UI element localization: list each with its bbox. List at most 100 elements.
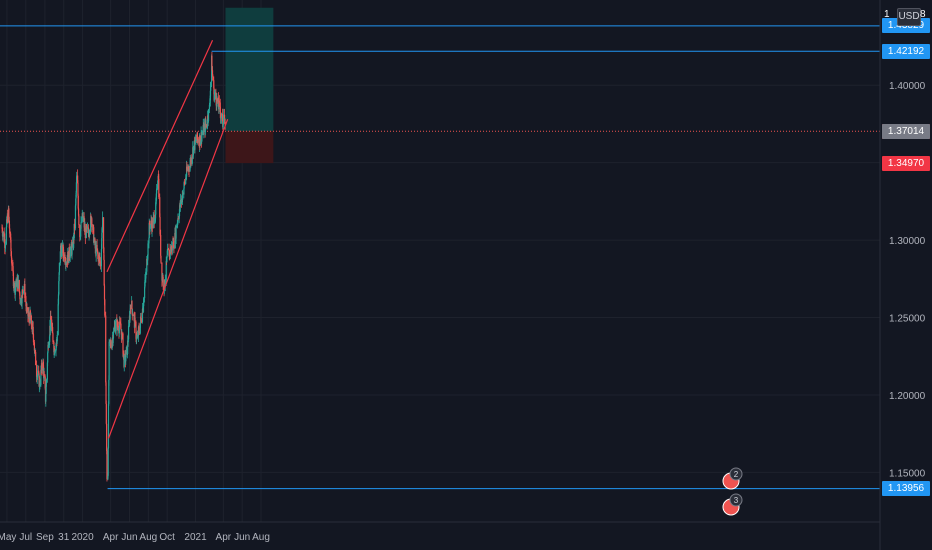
candle-body-up <box>155 202 157 215</box>
candle-body-down <box>51 319 53 331</box>
candle-body-down <box>151 220 153 229</box>
candle-body-up <box>54 351 56 354</box>
candle-body-down <box>205 124 207 128</box>
candle-body-down <box>97 254 99 262</box>
candle-body-up <box>179 200 182 207</box>
candle-body-down <box>103 259 105 286</box>
candle-body-up <box>4 244 6 249</box>
candle-body-down <box>67 251 69 264</box>
candle-body-down <box>216 98 218 102</box>
candle-body-up <box>220 113 223 118</box>
candle-body-down <box>8 216 10 221</box>
candle-body-down <box>52 327 54 334</box>
candle-body-down <box>188 169 190 172</box>
candle-body-down <box>169 250 171 255</box>
candle-body-up <box>17 280 19 289</box>
time-tick-label: Jul <box>19 532 32 543</box>
candle-body-up <box>93 238 95 243</box>
candle-body-up <box>71 245 73 255</box>
candle-body-up <box>207 109 210 121</box>
candle-body-down <box>4 239 6 248</box>
candle-body-down <box>218 100 220 103</box>
candle-body-up <box>181 193 184 201</box>
channel-upper-line <box>106 40 214 273</box>
candle-body-up <box>51 328 53 331</box>
price-axis[interactable]: 1.400001.350001.300001.250001.200001.150… <box>879 0 926 550</box>
candle-body-down <box>18 280 20 292</box>
candle-body-up <box>148 222 150 239</box>
candle-body-up <box>107 404 110 449</box>
candle-body-up <box>74 205 77 229</box>
candle-body-up <box>156 188 158 194</box>
long-position-tool[interactable] <box>225 7 274 164</box>
candle-body-up <box>45 393 47 402</box>
candle-body-up <box>165 261 167 281</box>
candle-body-up <box>203 123 205 127</box>
candle-body-up <box>46 362 48 380</box>
candle-body-down <box>106 450 108 480</box>
candle-body-down <box>186 166 188 171</box>
currency-selector[interactable]: USD <box>897 8 921 26</box>
candle-body-up <box>127 340 129 355</box>
candle-body-up <box>57 304 59 335</box>
horizontal-levels[interactable] <box>0 25 880 490</box>
time-tick-label: Jun <box>234 532 250 543</box>
candle-body-down <box>12 266 14 273</box>
candle-body-down <box>212 75 214 81</box>
candle-body-up <box>76 175 78 183</box>
candle-body-down <box>79 224 81 238</box>
channel-lower-line <box>107 119 229 439</box>
candle-body-up <box>175 227 177 239</box>
candle-body-down <box>224 122 226 125</box>
candle-body-up <box>166 257 168 263</box>
candle-body-down <box>42 361 44 368</box>
candle-body-down <box>8 208 10 217</box>
candle-body-down <box>28 317 30 323</box>
candle-body-down <box>35 365 38 377</box>
candle-body-up <box>95 244 97 256</box>
candle-body-up <box>143 298 145 307</box>
candle-body-up <box>80 228 82 237</box>
candle-body-down <box>96 244 98 251</box>
candle-body-down <box>30 315 32 326</box>
time-tick-label: 2021 <box>184 532 207 543</box>
candle-body-up <box>115 321 117 329</box>
candle-body-up <box>166 249 169 255</box>
candle-body-up <box>153 221 156 224</box>
candle-body-down <box>99 261 102 267</box>
event-count-label: 3 <box>734 496 739 505</box>
candle-body-up <box>58 262 61 273</box>
candle-body-up <box>37 370 39 376</box>
candle-body-up <box>39 385 41 386</box>
candle-body-up <box>127 325 130 340</box>
candle-body-up <box>123 357 125 367</box>
price-badge: 1.42192 <box>882 43 930 59</box>
candle-body-down <box>6 215 9 222</box>
candle-body-down <box>33 342 36 351</box>
candle-body-up <box>147 243 149 256</box>
candle-body-up <box>13 282 15 287</box>
candle-body-down <box>50 316 52 320</box>
time-axis[interactable]: May Jul Sep 31 2020 Apr Jun Aug Oct 2021 Apr Jun Aug <box>0 521 880 543</box>
candle-body-down <box>91 218 93 227</box>
candle-body-up <box>59 251 61 263</box>
candle-body-down <box>118 326 120 332</box>
candle-body-up <box>107 448 109 476</box>
candle-body-down <box>138 331 140 334</box>
candle-body-up <box>107 475 109 480</box>
candle-body-down <box>122 333 124 357</box>
candle-body-down <box>10 233 12 240</box>
event-markers[interactable]: 23 <box>722 467 743 516</box>
candle-body-up <box>112 330 115 339</box>
candle-body-up <box>129 309 131 320</box>
candle-body-up <box>203 126 205 135</box>
candle-body-up <box>65 262 67 266</box>
trend-channel[interactable] <box>106 40 229 439</box>
candle-body-down <box>105 403 107 424</box>
candle-body-down <box>41 369 43 371</box>
candle-body-up <box>80 222 82 229</box>
candle-body-up <box>69 250 71 258</box>
candle-body-down <box>19 293 21 300</box>
candle-body-up <box>201 134 203 136</box>
